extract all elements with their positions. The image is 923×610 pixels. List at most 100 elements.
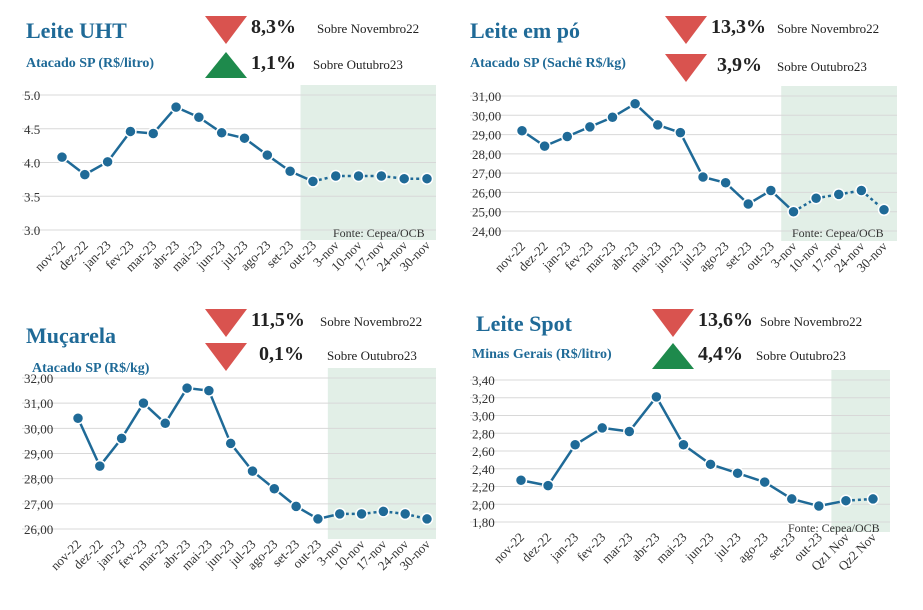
y-tick-label: 27,00 [24, 497, 53, 512]
line-chart: 3,40 3,20 3,00 2,80 2,60 2,40 2,20 2,00 1,80nov-… [470, 370, 890, 574]
data-point [812, 499, 826, 513]
data-point [224, 437, 237, 450]
change-value: 3,9% [717, 54, 762, 76]
chart-title: Leite em pó [470, 18, 580, 43]
chart-subtitle: Atacado SP (Sachê R$/kg) [470, 56, 626, 71]
data-point [787, 205, 800, 218]
data-point [839, 494, 853, 507]
data-point [568, 438, 582, 452]
series-line-segment [207, 390, 232, 444]
data-point [159, 417, 172, 430]
change-reference: Sobre Novembro22 [320, 314, 423, 329]
series-line-segment [164, 387, 189, 424]
data-point [169, 100, 183, 114]
change-value: 11,5% [251, 309, 305, 331]
data-point [651, 118, 664, 132]
series-line-segment [120, 402, 145, 440]
data-point [311, 512, 325, 526]
data-point [877, 203, 891, 217]
y-tick-label: 24,00 [472, 224, 501, 239]
y-tick-label: 31,00 [24, 396, 53, 411]
y-tick-label: 2,20 [472, 480, 495, 495]
data-point [283, 165, 297, 178]
down-arrow-icon [205, 309, 247, 337]
series-line-segment [76, 417, 101, 467]
series-line-segment [106, 130, 132, 163]
data-point [238, 131, 251, 145]
data-point [375, 169, 388, 183]
data-point [742, 197, 755, 211]
down-arrow-icon [205, 16, 247, 44]
data-point [124, 125, 137, 138]
y-tick-label: 29,00 [24, 447, 53, 462]
y-tick-label: 2,40 [472, 462, 495, 477]
data-point [147, 127, 160, 140]
y-tick-label: 25,00 [472, 205, 501, 220]
change-value: 13,3% [711, 16, 766, 38]
data-point [514, 474, 528, 487]
chart-subtitle: Atacado SP (R$/litro) [26, 56, 155, 71]
y-tick-label: 31,00 [472, 89, 501, 104]
data-point [115, 432, 128, 445]
data-point [246, 464, 259, 478]
data-point [674, 126, 687, 139]
y-tick-label: 28,00 [24, 472, 53, 487]
series-line-segment [628, 396, 658, 433]
y-tick-label: 5.0 [24, 88, 40, 103]
data-point [606, 110, 619, 124]
y-tick-label: 2,00 [472, 497, 495, 512]
chart-title: Leite Spot [476, 311, 572, 336]
y-tick-label: 26,00 [24, 522, 53, 537]
data-point [855, 184, 868, 197]
data-point [352, 169, 365, 183]
data-point [420, 512, 434, 526]
data-point [306, 175, 320, 188]
source-note: Fonte: Cepea/OCB [788, 521, 880, 535]
data-point [809, 191, 823, 205]
data-point [192, 111, 206, 124]
up-arrow-icon [652, 343, 694, 369]
y-tick-label: 32,00 [24, 371, 53, 386]
y-tick-label: 3.0 [24, 223, 40, 238]
x-tick-label: dez-22 [519, 530, 555, 566]
change-reference: Sobre Novembro22 [317, 21, 420, 36]
data-point [261, 148, 274, 162]
change-reference: Sobre Outubro23 [777, 59, 867, 74]
y-tick-label: 3,00 [472, 409, 495, 424]
highlight-band [781, 86, 897, 241]
down-arrow-icon [652, 309, 694, 337]
x-tick-label: ago-23 [735, 530, 771, 566]
y-tick-label: 3,20 [472, 391, 495, 406]
data-point [268, 482, 281, 495]
x-tick-label: mar-23 [598, 530, 635, 567]
data-point [719, 176, 732, 190]
y-tick-label: 3,40 [472, 373, 495, 388]
data-point [215, 126, 228, 140]
data-point [764, 184, 778, 197]
source-note: Fonte: Cepea/OCB [792, 226, 884, 240]
series-line-segment [679, 132, 705, 178]
line-chart: 32,0031,0030,0029,0028,0027,0026,00nov-2… [22, 368, 436, 573]
data-point [650, 390, 663, 404]
data-point [677, 438, 690, 452]
data-point [832, 188, 845, 201]
series-line-segment [792, 197, 817, 213]
line-chart: 31,00 30,00 29,00 28,00 27,00 26,00 25,00 24,00… [470, 86, 897, 275]
y-tick-label: 2,80 [472, 426, 495, 441]
data-point [78, 168, 92, 181]
down-arrow-icon [665, 16, 707, 44]
data-point [377, 505, 390, 518]
data-point [398, 507, 412, 521]
data-point [397, 172, 411, 185]
series-line-segment [547, 444, 577, 487]
data-point [866, 492, 880, 506]
chart-subtitle: Atacado SP (R$/kg) [32, 361, 150, 376]
chart-panel-mucarela: 32,00 31,00 30,00 29,00 28,00 27,00 26,00 nov-2… [0, 305, 450, 605]
x-tick-label: jun-23 [681, 530, 716, 565]
change-reference: Sobre Outubro23 [327, 348, 417, 363]
data-point [329, 169, 342, 183]
data-point [55, 150, 69, 164]
data-point [355, 507, 368, 521]
data-point [696, 170, 710, 184]
data-point [420, 172, 434, 185]
